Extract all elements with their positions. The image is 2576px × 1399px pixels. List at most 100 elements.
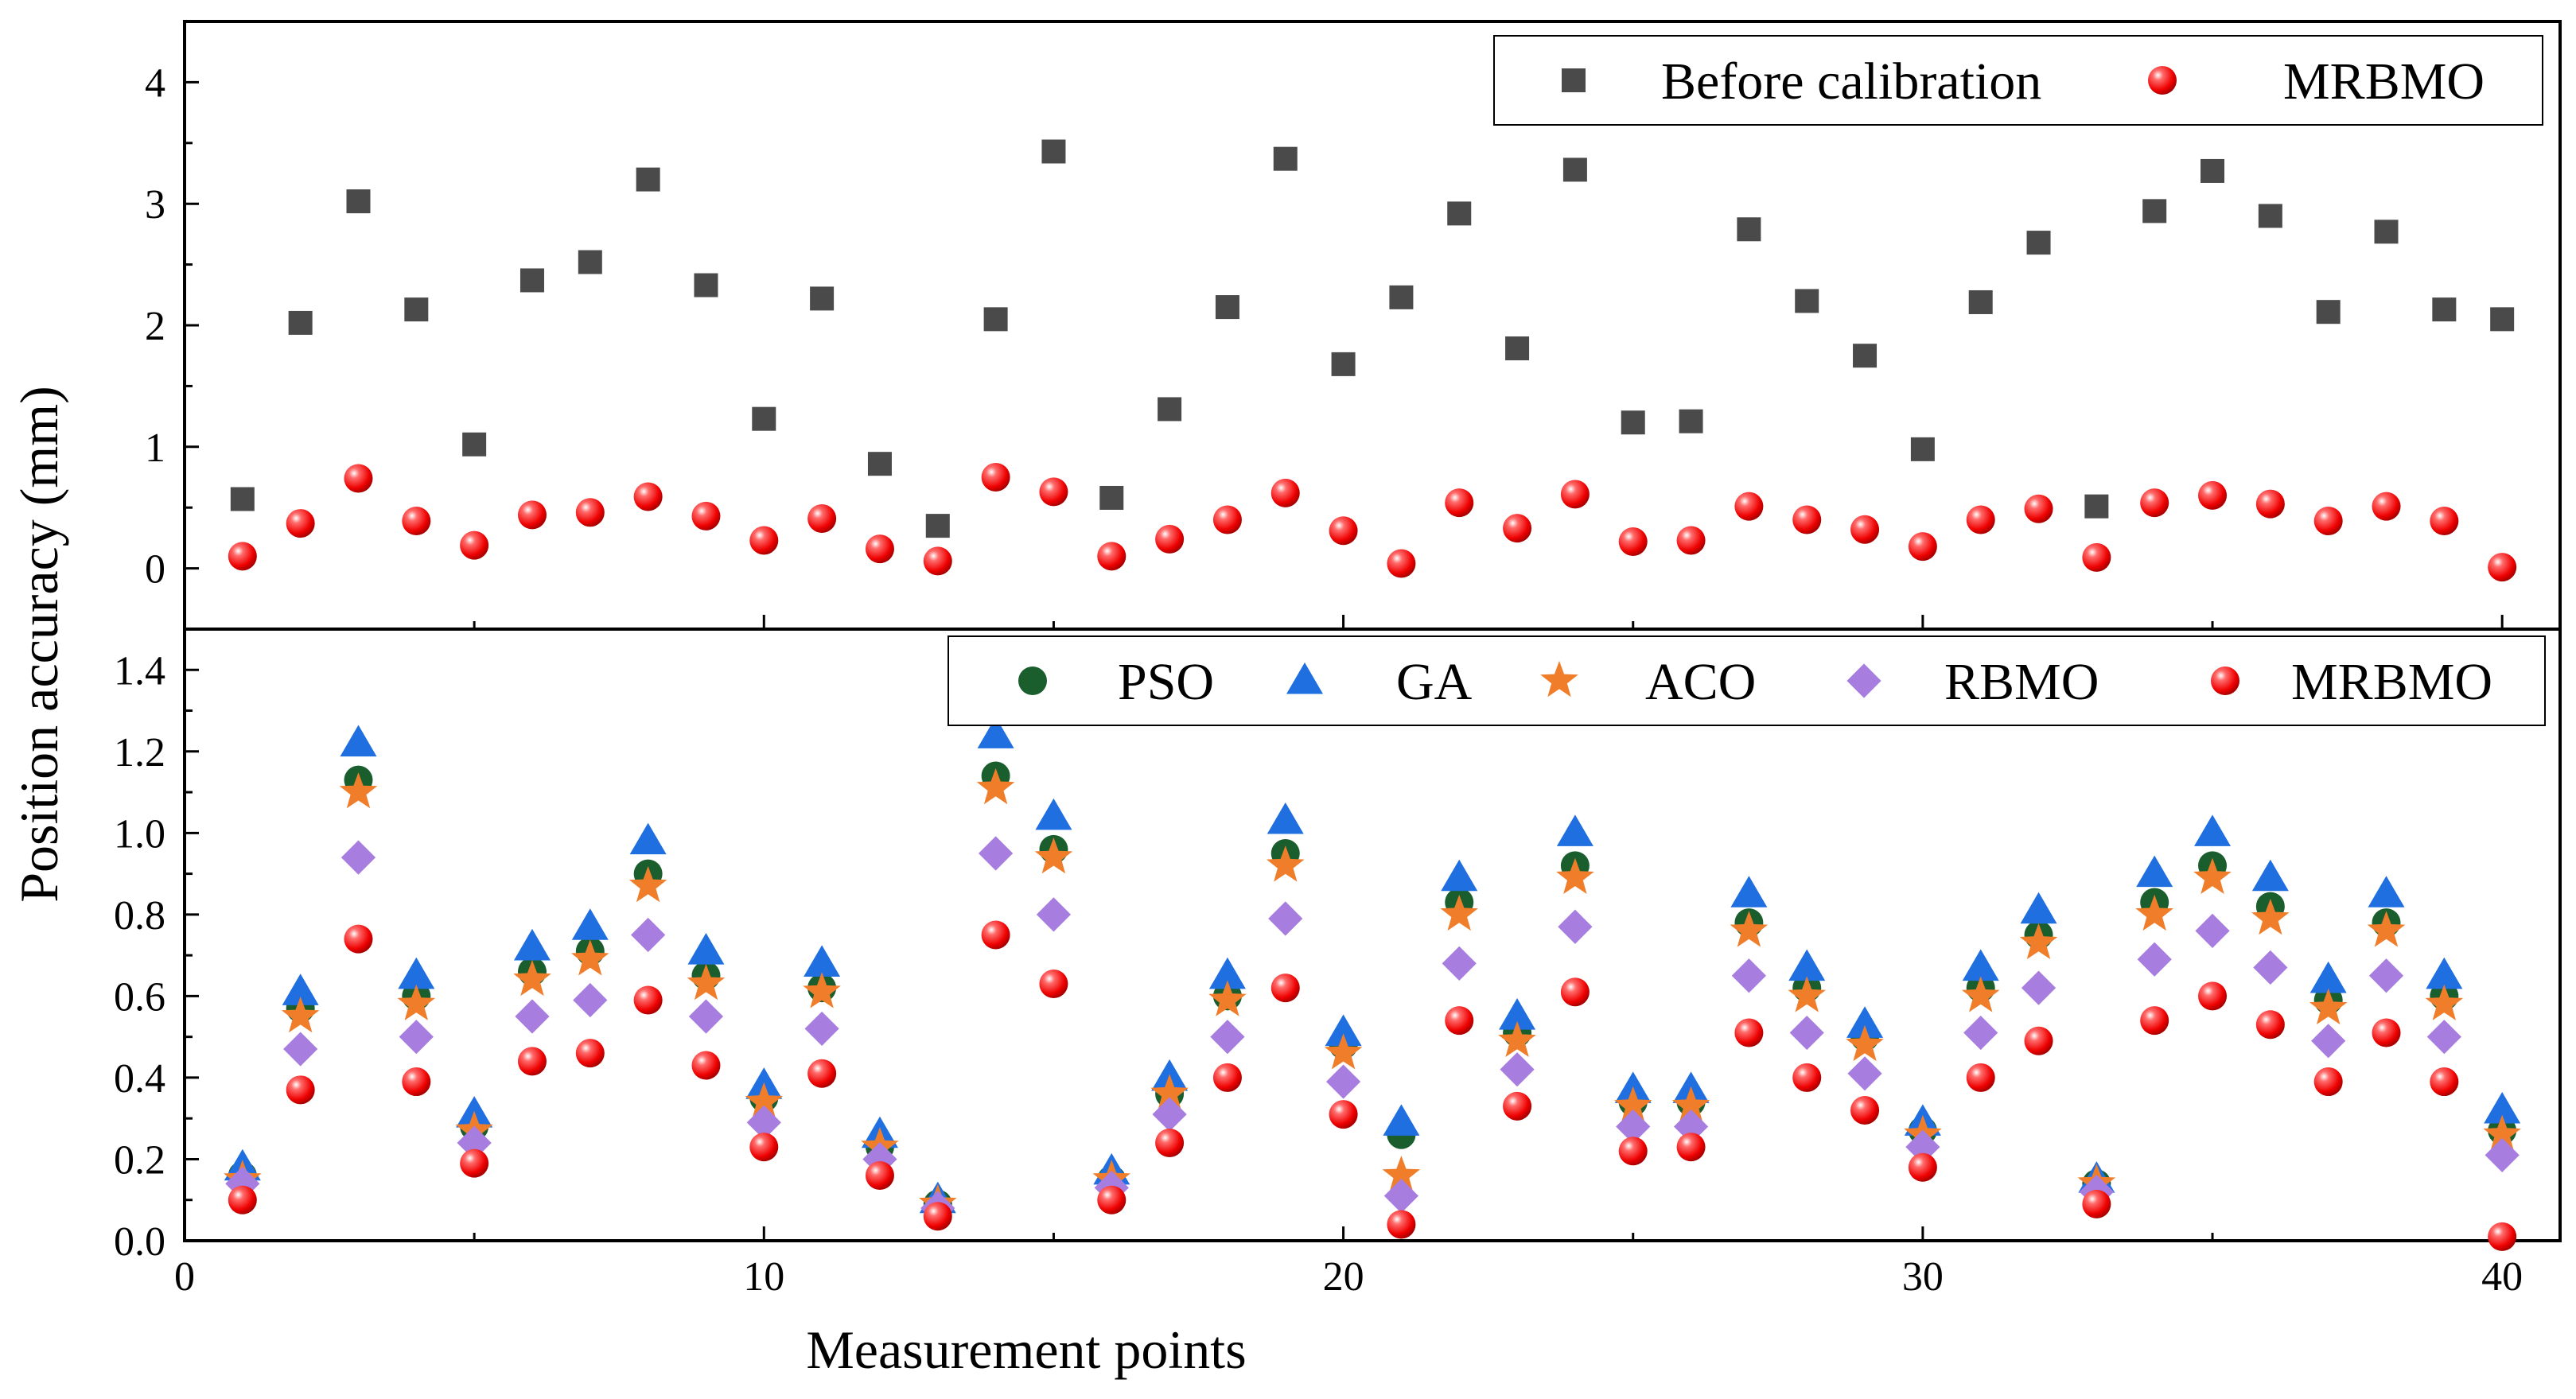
data-point xyxy=(513,959,551,997)
data-point xyxy=(1389,285,1414,309)
data-point xyxy=(1788,949,1826,981)
data-point xyxy=(2135,894,2173,931)
legend-box xyxy=(1493,35,2543,126)
data-point xyxy=(807,503,837,533)
y-tick-label: 0.8 xyxy=(114,893,165,938)
data-point xyxy=(397,984,436,1020)
data-point xyxy=(629,822,667,855)
data-point xyxy=(749,526,779,555)
data-point xyxy=(1383,1104,1420,1136)
data-point xyxy=(571,939,609,976)
data-point xyxy=(1498,1020,1536,1057)
data-point xyxy=(2432,297,2457,322)
data-point xyxy=(1908,1152,1937,1182)
data-point xyxy=(2194,814,2232,846)
data-point xyxy=(1963,1015,1998,1051)
y-tick-label: 3 xyxy=(145,182,165,227)
data-point xyxy=(1556,857,1594,894)
data-point xyxy=(925,514,950,538)
data-point xyxy=(1560,977,1590,1007)
data-point xyxy=(402,507,431,536)
top-panel: 0 1 2 3 4 Before calibration MRBMO xyxy=(145,20,2562,631)
data-point xyxy=(2024,494,2053,523)
data-point xyxy=(2488,1222,2517,1251)
data-point xyxy=(402,1067,431,1097)
data-point xyxy=(1676,1133,1706,1162)
data-point xyxy=(230,487,255,511)
y-tick-label: 1 xyxy=(145,426,165,471)
data-point xyxy=(281,997,320,1033)
data-point xyxy=(2140,488,2169,518)
legend-marker xyxy=(1286,663,1323,694)
data-point xyxy=(2019,923,2058,959)
data-point xyxy=(1150,1074,1189,1110)
data-point xyxy=(2367,911,2406,947)
data-point xyxy=(578,250,602,274)
data-point xyxy=(1850,1095,1880,1125)
x-tick-label: 20 xyxy=(1323,1254,1364,1300)
data-point xyxy=(2484,1091,2521,1124)
data-point xyxy=(1730,911,1769,947)
data-point xyxy=(1679,409,1703,433)
data-point xyxy=(687,933,725,965)
data-point xyxy=(979,836,1014,871)
data-point xyxy=(513,928,551,961)
data-point xyxy=(1099,485,1124,510)
data-point xyxy=(749,1133,779,1162)
data-point xyxy=(1267,845,1305,882)
data-point xyxy=(1850,515,1880,544)
data-point xyxy=(633,482,663,511)
legend-label: GA xyxy=(1396,653,1473,711)
data-point xyxy=(691,1051,721,1080)
plot-frame xyxy=(183,628,2562,1242)
data-point xyxy=(2368,876,2405,907)
data-point xyxy=(691,501,721,530)
data-point xyxy=(1383,1179,1419,1214)
data-point xyxy=(687,964,726,1001)
data-point xyxy=(1556,814,1593,846)
data-point xyxy=(399,1020,434,1055)
data-point xyxy=(981,920,1010,950)
data-point xyxy=(1737,217,1761,242)
data-point xyxy=(2251,899,2290,935)
data-point xyxy=(981,463,1010,492)
data-point xyxy=(1792,1063,1822,1092)
data-point xyxy=(2193,857,2232,894)
data-point xyxy=(2198,981,2228,1011)
data-point xyxy=(2082,542,2111,572)
y-tick-label: 0.2 xyxy=(114,1137,165,1183)
data-point xyxy=(1968,290,1993,314)
data-point xyxy=(1034,837,1073,874)
data-point xyxy=(2488,553,2517,582)
data-point xyxy=(1097,1185,1127,1214)
data-point xyxy=(977,717,1014,748)
data-point xyxy=(1273,146,1298,171)
data-point xyxy=(286,1075,315,1105)
data-point xyxy=(2258,204,2282,228)
data-point xyxy=(1331,352,1356,376)
data-point xyxy=(1212,1063,1242,1092)
data-point xyxy=(1503,514,1532,543)
data-point xyxy=(804,1011,839,1047)
data-point xyxy=(2255,1010,2285,1040)
data-point xyxy=(2311,1024,2346,1059)
data-point xyxy=(2490,307,2515,332)
y-tick-label: 0.4 xyxy=(114,1056,165,1102)
x-tick-label: 10 xyxy=(743,1254,784,1300)
data-point xyxy=(1671,1086,1710,1122)
data-point xyxy=(2136,855,2173,888)
legend-marker xyxy=(1846,663,1881,698)
data-point xyxy=(628,866,667,903)
data-point xyxy=(688,999,724,1034)
legend-label: MRBMO xyxy=(2291,653,2492,711)
legend: PSO GA ACO RBMO MRBMO xyxy=(948,635,2546,726)
data-point xyxy=(804,945,841,977)
data-point xyxy=(2430,1067,2459,1097)
y-tick-label: 1.2 xyxy=(114,730,165,775)
data-point xyxy=(228,1185,257,1214)
series-before-calibration xyxy=(230,139,2515,538)
legend-marker xyxy=(2148,66,2177,95)
data-point xyxy=(1442,946,1477,981)
data-point xyxy=(340,840,376,875)
data-point xyxy=(867,452,892,476)
